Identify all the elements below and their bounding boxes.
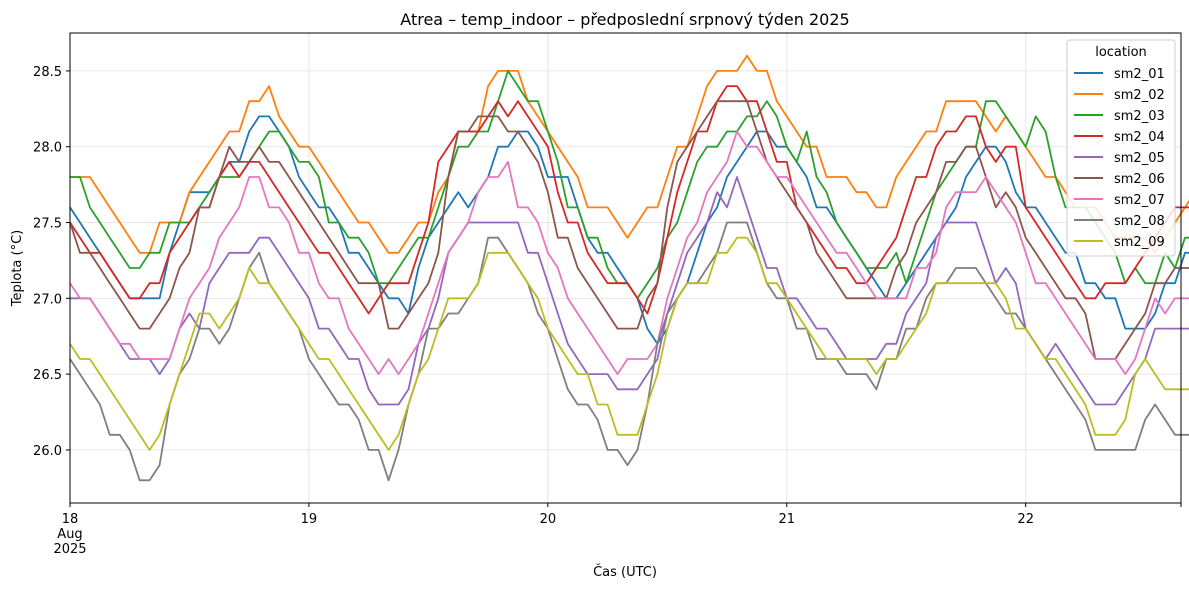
x-tick-label-line: Aug xyxy=(57,527,82,542)
legend-label-sm2-09: sm2_09 xyxy=(1114,235,1165,250)
series-line-sm2-07 xyxy=(69,130,1189,376)
series-line-sm2-06 xyxy=(69,100,1189,360)
x-tick-label: 22 xyxy=(1017,512,1034,527)
legend-label-sm2-05: sm2_05 xyxy=(1114,151,1165,166)
legend-label-sm2-03: sm2_03 xyxy=(1114,109,1165,124)
legend-label-sm2-08: sm2_08 xyxy=(1114,214,1165,229)
plot-frame xyxy=(69,32,1182,504)
legend: location sm2_01sm2_02sm2_03sm2_04sm2_05s… xyxy=(1066,39,1176,257)
y-tick-label: 27.0 xyxy=(33,292,62,307)
series-line-sm2-01 xyxy=(69,115,1189,345)
x-axis: 18 Aug 2025 19 20 21 22 xyxy=(53,503,1182,557)
series-line-sm2-03 xyxy=(70,70,1189,300)
x-tick-label: 18 Aug 2025 xyxy=(53,512,86,557)
y-tick-label: 26.0 xyxy=(33,444,62,459)
x-tick-label-line: 18 xyxy=(62,512,79,527)
y-tick-label: 26.5 xyxy=(33,368,62,383)
legend-label-sm2-06: sm2_06 xyxy=(1114,172,1165,187)
series-line-sm2-05 xyxy=(70,176,1189,406)
x-tick-label-line: 21 xyxy=(779,512,796,527)
series-line-sm2-04 xyxy=(69,85,1189,315)
x-tick-label-line: 22 xyxy=(1017,512,1034,527)
series-line-sm2-08 xyxy=(69,221,1189,482)
y-tick-label: 28.5 xyxy=(33,65,62,80)
x-tick-label: 21 xyxy=(779,512,796,527)
series-lines xyxy=(69,54,1189,482)
chart-title: Atrea – temp_indoor – předposlední srpno… xyxy=(400,10,849,30)
x-tick-label: 20 xyxy=(540,512,557,527)
y-tick-label: 28.0 xyxy=(33,141,62,156)
legend-label-sm2-01: sm2_01 xyxy=(1114,67,1165,82)
legend-label-sm2-04: sm2_04 xyxy=(1114,130,1165,145)
legend-items: sm2_01 sm2_02 sm2_03 sm2_04 sm2_05 sm2_06 sm2_… xyxy=(1074,67,1165,250)
legend-title: location xyxy=(1095,45,1147,60)
y-axis: 26.0 26.5 27.0 27.5 28.0 28.5 xyxy=(33,65,70,459)
x-axis-title: Čas (UTC) xyxy=(593,564,657,580)
x-tick-label-line: 2025 xyxy=(53,542,86,557)
series-line-sm2-09 xyxy=(69,236,1189,451)
y-tick-label: 27.5 xyxy=(33,217,62,232)
legend-label-sm2-07: sm2_07 xyxy=(1114,193,1165,208)
x-tick-label-line: 20 xyxy=(540,512,557,527)
x-tick-label: 19 xyxy=(301,512,318,527)
legend-label-sm2-02: sm2_02 xyxy=(1114,88,1165,103)
x-tick-label-line: 19 xyxy=(301,512,318,527)
grid xyxy=(69,33,1181,503)
y-axis-title: Teplota (°C) xyxy=(10,230,25,307)
